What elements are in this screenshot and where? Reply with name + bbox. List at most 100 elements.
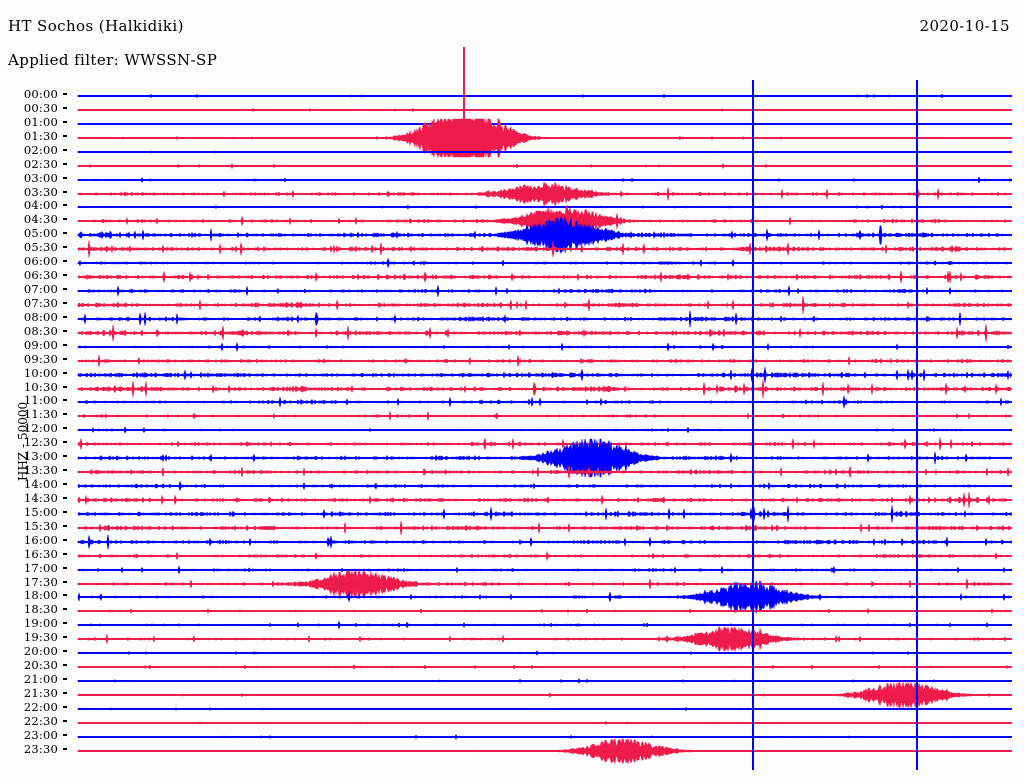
trace-row: 12:30	[0, 436, 1024, 451]
seismic-trace	[77, 717, 1012, 757]
seismic-trace	[77, 341, 1012, 381]
axis-tick	[63, 329, 67, 332]
seismic-trace	[77, 661, 1012, 701]
trace-time-label: 19:30	[23, 630, 58, 645]
axis-tick	[63, 566, 67, 569]
trace-row: 03:30	[0, 181, 1024, 206]
seismic-trace	[77, 215, 1012, 255]
trace-row: 21:30	[0, 680, 1024, 710]
trace-row: 04:00	[0, 199, 1024, 214]
trace-time-label: 15:00	[23, 504, 58, 519]
seismic-trace	[77, 160, 1012, 200]
axis-tick	[63, 301, 67, 304]
axis-tick	[63, 747, 67, 750]
axis-tick	[63, 580, 67, 583]
trace-time-label: 11:30	[23, 407, 58, 422]
seismic-trace	[77, 438, 1012, 478]
trace-row: 01:30	[0, 117, 1024, 158]
helicorder-plot: 00:00 00:30 01:00 01:30 02:00 02:30 03:00 03:30…	[0, 47, 1024, 780]
trace-time-label: 15:30	[23, 518, 58, 533]
trace-row: 03:00	[0, 172, 1024, 187]
seismic-trace	[77, 689, 1012, 729]
seismic-trace	[77, 536, 1012, 576]
seismic-trace	[77, 132, 1012, 172]
axis-tick	[63, 510, 67, 513]
trace-row: 19:00	[0, 617, 1024, 632]
trace-row: 14:00	[0, 477, 1024, 493]
trace-row: 19:30	[0, 626, 1024, 653]
axis-tick	[63, 608, 67, 611]
trace-time-label: 00:30	[23, 100, 58, 115]
trace-row: 14:30	[0, 492, 1024, 508]
trace-time-label: 20:00	[23, 644, 58, 659]
axis-tick	[63, 678, 67, 681]
seismic-trace	[77, 605, 1012, 645]
seismic-trace	[77, 591, 1012, 631]
station-title: HT Sochos (Halkidiki)	[8, 17, 184, 35]
seismic-trace	[77, 577, 1012, 617]
trace-row: 17:00	[0, 562, 1024, 577]
trace-time-label: 23:30	[23, 741, 58, 756]
seismic-trace	[77, 187, 1012, 227]
trace-row: 09:30	[0, 351, 1024, 368]
axis-tick	[63, 134, 67, 137]
trace-row: 20:30	[0, 659, 1024, 674]
seismic-trace	[77, 355, 1012, 395]
trace-time-label: 23:00	[23, 727, 58, 742]
seismic-trace	[77, 369, 1012, 409]
seismic-trace	[77, 703, 1012, 743]
trace-row: 15:30	[0, 518, 1024, 535]
trace-time-label: 11:00	[23, 393, 58, 408]
axis-tick	[63, 455, 67, 458]
trace-row: 23:30	[0, 737, 1024, 765]
axis-tick	[63, 246, 67, 249]
axis-tick	[63, 594, 67, 597]
axis-tick	[63, 232, 67, 235]
trace-time-label: 18:00	[23, 588, 58, 603]
high-amplitude-spike	[463, 47, 465, 142]
axis-tick	[63, 413, 67, 416]
seismic-trace	[77, 424, 1012, 464]
seismic-trace	[77, 452, 1012, 492]
trace-time-label: 21:30	[23, 685, 58, 700]
axis-tick	[63, 260, 67, 263]
trace-row: 00:00	[0, 88, 1024, 103]
axis-tick	[63, 427, 67, 430]
trace-row: 22:30	[0, 715, 1024, 730]
trace-row: 07:30	[0, 296, 1024, 314]
trace-row: 18:30	[0, 603, 1024, 618]
seismic-trace	[77, 522, 1012, 562]
axis-tick	[63, 120, 67, 123]
trace-time-label: 09:00	[23, 337, 58, 352]
trace-time-label: 05:00	[23, 226, 58, 241]
axis-tick	[63, 705, 67, 708]
trace-time-label: 10:30	[23, 379, 58, 394]
axis-tick	[63, 524, 67, 527]
axis-tick	[63, 204, 67, 207]
chart-header: HT Sochos (Halkidiki) Applied filter: WW…	[0, 0, 1024, 80]
seismic-trace	[77, 731, 1012, 771]
trace-row: 16:00	[0, 532, 1024, 550]
trace-time-label: 01:30	[23, 128, 58, 143]
seismic-trace	[77, 480, 1012, 520]
trace-row: 20:00	[0, 644, 1024, 660]
trace-time-label: 16:30	[23, 546, 58, 561]
trace-time-label: 02:00	[23, 142, 58, 157]
axis-tick	[63, 288, 67, 291]
trace-time-label: 14:00	[23, 477, 58, 492]
seismic-trace	[77, 146, 1012, 186]
trace-time-label: 16:00	[23, 532, 58, 547]
seismic-trace	[77, 494, 1012, 534]
trace-row: 17:30	[0, 569, 1024, 598]
trace-time-label: 12:00	[23, 421, 58, 436]
axis-tick	[63, 315, 67, 318]
seismic-trace	[77, 313, 1012, 353]
teleseism-marker-2	[916, 80, 918, 770]
seismic-trace	[77, 104, 1012, 144]
trace-row: 12:00	[0, 421, 1024, 437]
trace-time-label: 13:00	[23, 449, 58, 464]
trace-time-label: 09:30	[23, 351, 58, 366]
axis-tick	[63, 218, 67, 221]
axis-tick	[63, 691, 67, 694]
trace-time-label: 17:30	[23, 574, 58, 589]
